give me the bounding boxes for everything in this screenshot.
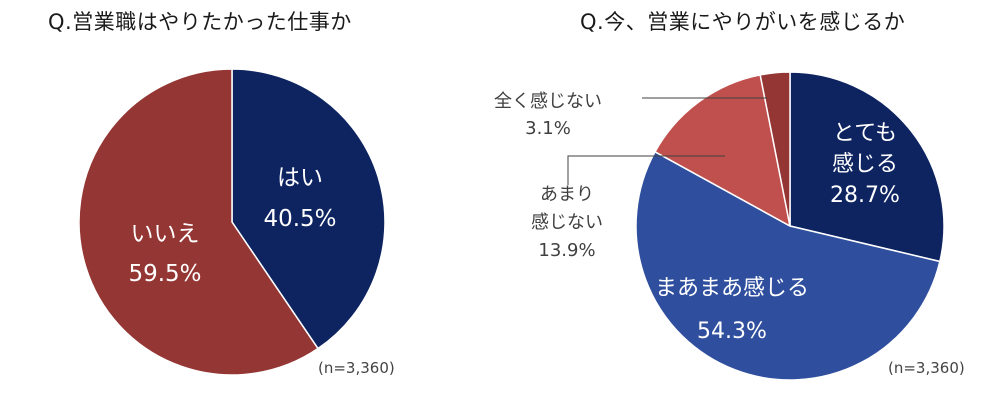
pie-slice-いいえ bbox=[78, 68, 320, 376]
pie-slice-まあまあ感じる bbox=[635, 150, 941, 381]
sample-size-note: (n=3,360) bbox=[318, 359, 395, 377]
slice-category-label: 全く感じない bbox=[494, 91, 602, 112]
slice-value-label: 59.5% bbox=[128, 261, 201, 287]
slice-category-label: はい bbox=[277, 165, 323, 191]
slice-value-label: 13.9% bbox=[538, 240, 595, 261]
slice-category-label: とても bbox=[833, 121, 897, 146]
chart-sales-rewarding: Q.今、営業にやりがいを感じるか とても感じる 28.7% まあまあ感じる 54.3%… bbox=[470, 0, 992, 402]
slice-label-group: はい 40.5% bbox=[263, 165, 336, 232]
pie-slice-とても感じる bbox=[789, 71, 945, 263]
slice-value-label: 28.7% bbox=[830, 183, 900, 208]
pie-chart: はい 40.5% いいえ 59.5% bbox=[78, 68, 386, 376]
slice-category-label: まあまあ感じる bbox=[655, 276, 809, 301]
slice-value-label: 40.5% bbox=[263, 206, 336, 232]
slice-label-group: いいえ 59.5% bbox=[128, 221, 201, 287]
slice-label-group: 全く感じない 3.1% bbox=[494, 91, 602, 139]
slice-category-label: 感じない bbox=[531, 212, 603, 233]
chart-sales-job-wanted: Q.営業職はやりたかった仕事か はい 40.5% いいえ 59.5% (n=3,360… bbox=[0, 0, 470, 402]
slice-value-label: 3.1% bbox=[525, 118, 571, 139]
slice-category-label: いいえ bbox=[131, 221, 200, 247]
chart-title: Q.今、営業にやりがいを感じるか bbox=[580, 10, 906, 34]
slice-category-label: 感じる bbox=[832, 152, 898, 177]
leader-line bbox=[567, 155, 725, 185]
pie-slice-あまり感じない bbox=[654, 74, 792, 228]
slice-label-group: まあまあ感じる 54.3% bbox=[655, 276, 809, 344]
pie-slice-はい bbox=[231, 68, 386, 350]
slice-value-label: 54.3% bbox=[697, 319, 767, 344]
sample-size-note: (n=3,360) bbox=[888, 359, 965, 377]
pie-slice-全く感じない bbox=[759, 71, 791, 227]
chart-title: Q.営業職はやりたかった仕事か bbox=[48, 10, 352, 34]
slice-category-label: あまり bbox=[540, 184, 594, 205]
